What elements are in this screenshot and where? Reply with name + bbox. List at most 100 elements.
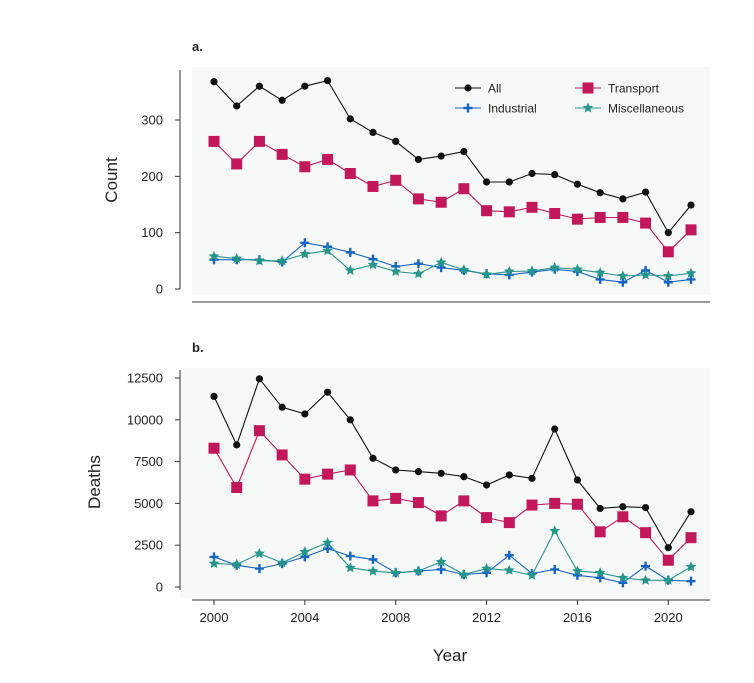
data-point-all (278, 403, 286, 411)
data-point-industrial (618, 277, 628, 287)
data-point-miscellaneous (413, 565, 424, 576)
data-point-miscellaneous (435, 256, 447, 268)
data-point-all (551, 425, 559, 433)
data-point-transport (231, 482, 243, 494)
series-miscellaneous (208, 245, 697, 281)
legend: All Transport Industrial Miscellaneous (455, 82, 684, 116)
y-tick-label: 5000 (134, 496, 163, 511)
data-point-all (210, 78, 218, 86)
data-point-miscellaneous (572, 565, 583, 576)
y-tick-label: 200 (141, 169, 163, 184)
plot-area (192, 67, 710, 295)
data-point-transport (344, 168, 356, 180)
data-point-miscellaneous (617, 572, 629, 583)
data-point-transport (481, 512, 493, 524)
data-point-all (482, 481, 491, 489)
data-point-all (573, 180, 582, 188)
data-point-all (255, 82, 264, 90)
series-line-miscellaneous (213, 250, 692, 277)
data-point-miscellaneous (367, 565, 379, 576)
y-tick-label: 7500 (134, 454, 163, 469)
series-line-industrial (214, 242, 692, 283)
data-point-miscellaneous (390, 265, 401, 277)
legend-marker (582, 102, 594, 113)
data-point-transport (503, 206, 515, 218)
y-tick-label: 10000 (127, 412, 163, 427)
data-point-transport (526, 201, 538, 213)
series-line-transport (213, 429, 692, 562)
data-point-transport (594, 526, 606, 538)
data-point-miscellaneous (617, 270, 629, 281)
data-point-all (505, 471, 513, 479)
data-point-all (437, 469, 445, 477)
data-point-transport (344, 464, 356, 476)
data-point-all (460, 147, 468, 156)
data-point-transport (435, 196, 447, 208)
data-point-transport (276, 449, 288, 461)
data-point-transport (640, 217, 652, 229)
data-point-all (528, 474, 536, 482)
data-point-industrial (595, 274, 605, 284)
data-point-transport (640, 527, 652, 539)
data-point-all (233, 102, 241, 110)
data-point-all (664, 229, 672, 237)
panel-b: 0 2500 5000 7500 10000 12500 2000 2004 2008 2012 2… (85, 340, 710, 665)
x-axis-title: Year (433, 646, 468, 665)
data-point-transport (526, 499, 538, 511)
legend-marker (463, 103, 473, 113)
data-point-industrial (686, 274, 696, 284)
data-point-all (414, 468, 423, 476)
data-point-industrial (368, 554, 378, 564)
data-point-all (551, 171, 559, 179)
data-point-miscellaneous (572, 263, 583, 274)
data-point-miscellaneous (504, 265, 515, 277)
legend-marker (582, 82, 594, 94)
data-point-industrial (300, 238, 310, 248)
data-point-all (687, 201, 695, 209)
series-transport (208, 135, 697, 258)
data-point-transport (276, 148, 288, 160)
data-point-all (619, 195, 627, 203)
x-tick-label: 2008 (381, 610, 410, 625)
x-tick-label: 2004 (290, 610, 319, 625)
x-tick-label: 2000 (200, 610, 229, 625)
data-point-transport (253, 135, 265, 147)
data-point-transport (685, 532, 697, 544)
data-point-miscellaneous (685, 561, 697, 572)
panel-label: a. (192, 39, 203, 54)
data-point-all (687, 508, 695, 516)
legend-label: Miscellaneous (608, 102, 684, 116)
data-point-all (369, 128, 377, 136)
data-point-miscellaneous (458, 568, 470, 579)
series-line-transport (213, 140, 692, 253)
data-point-transport (299, 161, 311, 173)
legend-label: Transport (608, 82, 660, 96)
data-point-miscellaneous (526, 569, 538, 580)
data-point-all (460, 473, 468, 481)
data-point-all (369, 454, 377, 462)
data-point-all (346, 416, 354, 424)
data-point-miscellaneous (322, 245, 333, 256)
data-point-transport (685, 224, 697, 236)
plot-area (180, 368, 710, 598)
data-point-transport (412, 193, 424, 205)
data-point-transport (390, 174, 402, 186)
legend-label: Industrial (488, 102, 537, 116)
data-point-miscellaneous (685, 267, 697, 278)
data-point-transport (253, 425, 265, 437)
series-line-miscellaneous (213, 529, 692, 581)
legend-item-all: All (455, 82, 501, 96)
data-point-industrial (413, 259, 423, 269)
data-point-all (323, 76, 332, 85)
data-point-miscellaneous (663, 574, 674, 585)
data-point-transport (662, 554, 674, 566)
data-point-transport (367, 180, 379, 192)
data-point-industrial (686, 576, 696, 586)
data-point-transport (571, 498, 583, 510)
data-point-transport (549, 208, 561, 220)
y-tick-label: 12500 (127, 371, 163, 386)
data-point-miscellaneous (345, 264, 356, 275)
data-point-all (255, 375, 264, 383)
data-point-miscellaneous (526, 265, 538, 276)
data-point-transport (662, 246, 674, 258)
